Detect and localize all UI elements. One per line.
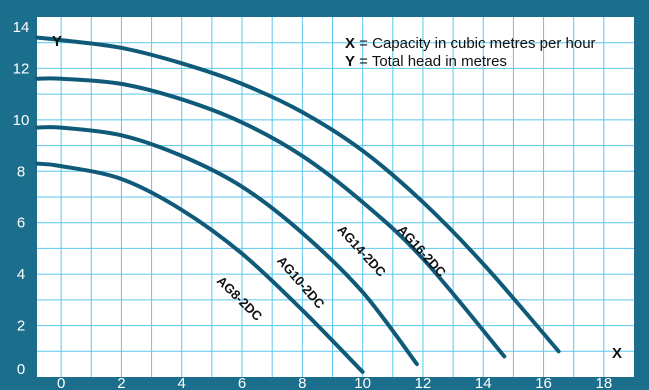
x-tick-label: 0 <box>57 375 65 390</box>
grid <box>37 17 634 377</box>
legend-entry-x: X = Capacity in cubic metres per hour <box>345 35 596 52</box>
y-tick-label: 10 <box>13 112 30 129</box>
y-axis-letter: Y <box>52 33 62 50</box>
x-tick-label: 8 <box>298 375 306 390</box>
legend-text-x: = Capacity in cubic metres per hour <box>355 35 596 52</box>
curve-ag8-2dc <box>35 161 365 374</box>
y-tick-label: 8 <box>17 163 25 180</box>
x-tick-label: 4 <box>178 375 186 390</box>
legend-entry-y: Y = Total head in metres <box>345 53 507 70</box>
x-tick-label: 16 <box>535 375 552 390</box>
y-tick-label: 2 <box>17 318 25 335</box>
legend: X = Capacity in cubic metres per hour Y … <box>345 35 596 70</box>
y-tick-label: 14 <box>13 19 30 36</box>
curve-ag16-2dc <box>35 35 561 354</box>
x-tick-label: 2 <box>117 375 125 390</box>
y-tick-label: 0 <box>17 361 25 378</box>
tick-labels: 0 2 4 6 8 10 12 14 16 18 0 2 4 6 8 10 12 14 <box>13 19 613 390</box>
y-tick-label: 12 <box>13 60 30 77</box>
x-tick-label: 12 <box>415 375 432 390</box>
legend-key-y: Y <box>345 53 355 70</box>
curve-ag14-2dc <box>35 76 507 359</box>
x-tick-label: 18 <box>596 375 613 390</box>
y-tick-label: 6 <box>17 215 25 232</box>
legend-key-x: X <box>345 35 355 52</box>
x-tick-label: 10 <box>354 375 371 390</box>
x-tick-label: 14 <box>475 375 492 390</box>
y-tick-label: 4 <box>17 266 25 283</box>
x-axis-letter: X <box>612 345 622 362</box>
x-tick-label: 6 <box>238 375 246 390</box>
curve-ag10-2dc <box>35 125 419 367</box>
legend-text-y: = Total head in metres <box>355 53 507 70</box>
curves <box>35 35 561 374</box>
